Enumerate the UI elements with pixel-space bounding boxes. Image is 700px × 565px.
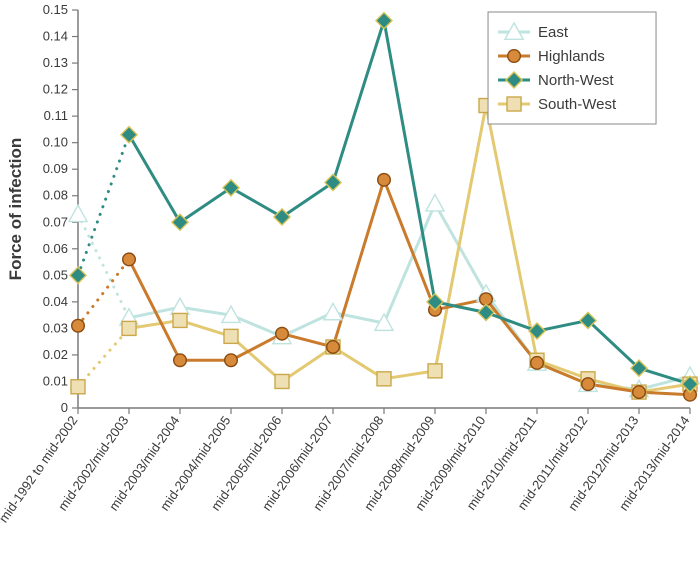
svg-text:0.06: 0.06 xyxy=(43,241,68,256)
svg-text:0.05: 0.05 xyxy=(43,267,68,282)
svg-text:0.09: 0.09 xyxy=(43,161,68,176)
svg-text:0.15: 0.15 xyxy=(43,2,68,17)
svg-text:0.12: 0.12 xyxy=(43,82,68,97)
svg-text:0.13: 0.13 xyxy=(43,55,68,70)
svg-text:0.11: 0.11 xyxy=(44,108,68,123)
svg-text:0.02: 0.02 xyxy=(43,347,68,362)
svg-text:0.14: 0.14 xyxy=(43,29,68,44)
legend-label: Highlands xyxy=(538,48,605,65)
chart-svg: 0 0.01 0.02 0.03 0.04 0.05 0.06 0.07 0.08 0.09 0.1… xyxy=(0,0,700,565)
legend-label: North-West xyxy=(538,72,614,89)
svg-text:0.04: 0.04 xyxy=(43,294,68,309)
svg-text:0.03: 0.03 xyxy=(43,320,68,335)
svg-text:0.08: 0.08 xyxy=(43,188,68,203)
svg-text:0.01: 0.01 xyxy=(43,373,68,388)
legend-label: East xyxy=(538,24,569,41)
svg-text:0.10: 0.10 xyxy=(43,135,68,150)
legend-label: South-West xyxy=(538,96,617,113)
svg-text:0: 0 xyxy=(61,400,68,415)
chart-container: Force of infection 00.010.020.030.040.05… xyxy=(0,0,700,565)
svg-text:0.07: 0.07 xyxy=(43,214,68,229)
